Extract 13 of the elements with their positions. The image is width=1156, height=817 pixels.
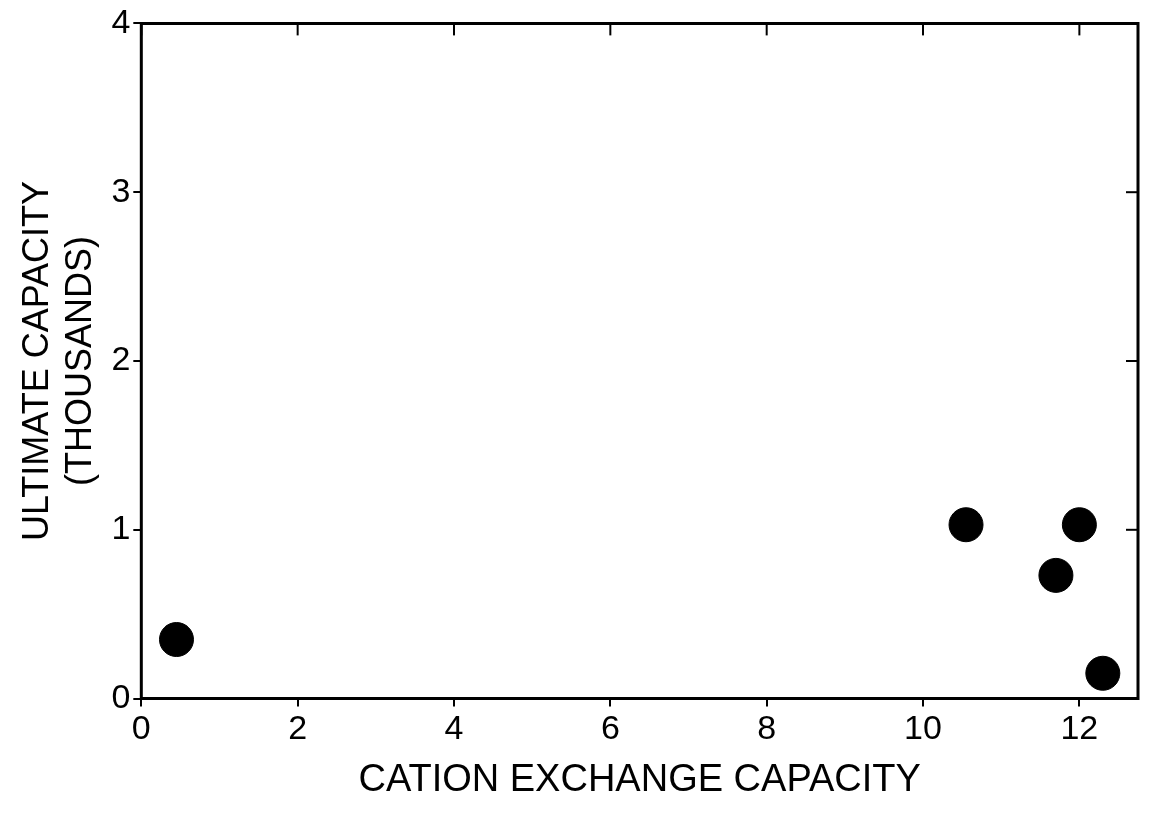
y-tick-label: 2	[111, 339, 131, 378]
x-axis-title: CATION EXCHANGE CAPACITY	[358, 756, 921, 799]
x-tick-label: 6	[600, 708, 620, 747]
y-tick-label: 0	[111, 676, 131, 715]
x-tick-label: 12	[1060, 708, 1099, 747]
y-tick-label: 4	[111, 1, 131, 40]
x-tick-label: 10	[904, 708, 942, 747]
y-tick-label: 3	[111, 170, 131, 209]
x-tick-label: 4	[444, 708, 464, 747]
y-tick-label: 1	[111, 508, 131, 547]
y-axis-title: ULTIMATE CAPACITY (THOUSANDS)	[14, 180, 99, 542]
x-tick-label: 8	[757, 708, 777, 747]
x-tick-label: 2	[288, 708, 308, 747]
